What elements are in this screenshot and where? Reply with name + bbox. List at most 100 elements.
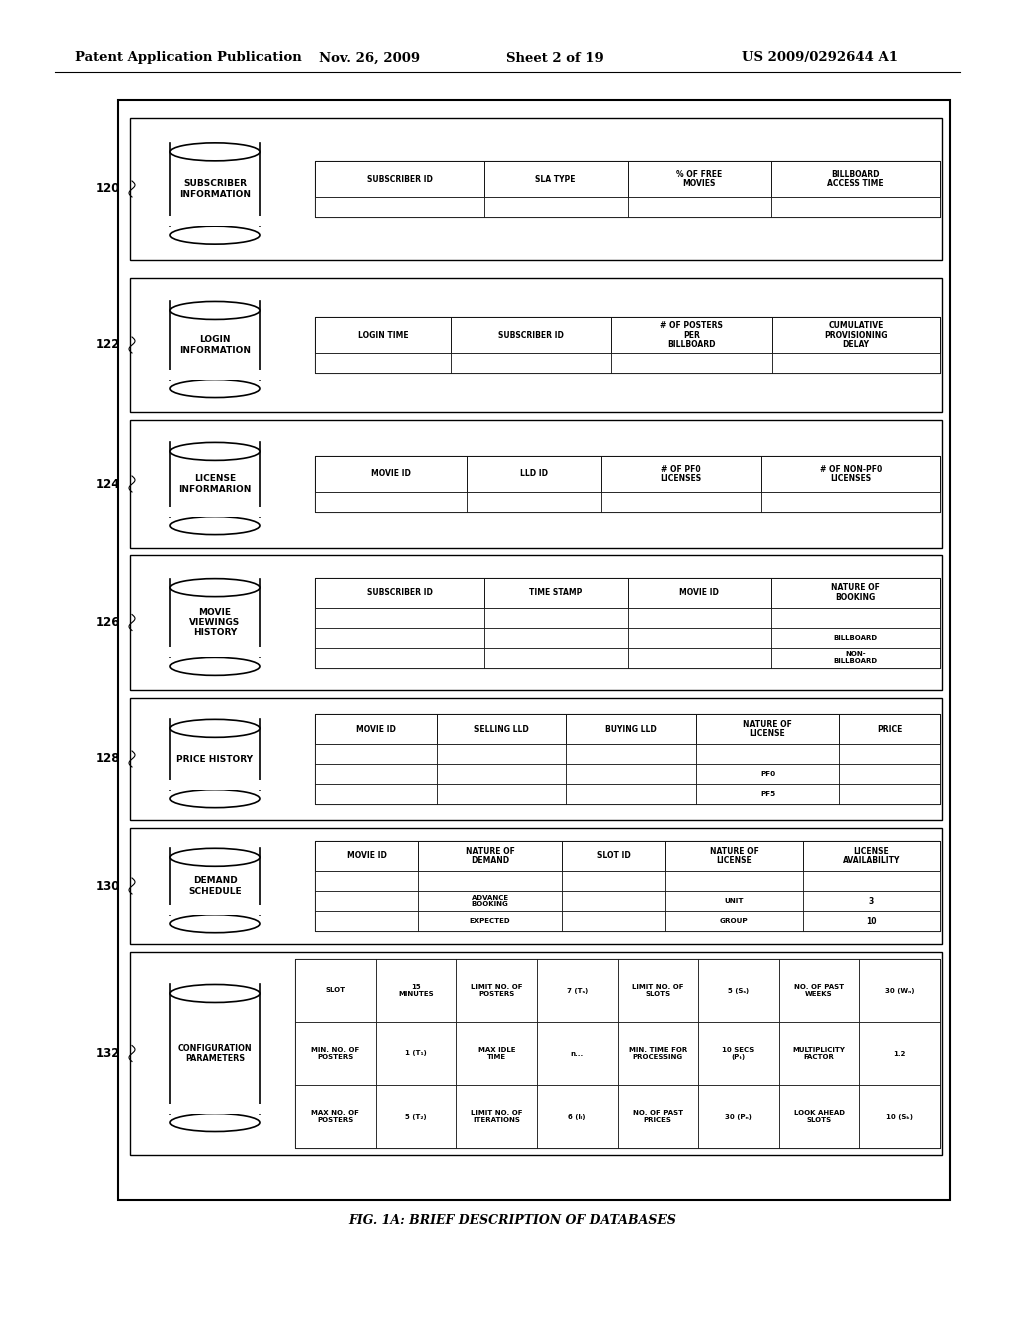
Bar [452, 352, 611, 374]
Ellipse shape [170, 849, 260, 866]
Bar [537, 960, 617, 1022]
Text: LLD ID: LLD ID [520, 470, 548, 479]
Bar [315, 578, 940, 668]
Bar [778, 960, 859, 1022]
Bar [315, 317, 940, 374]
Bar [376, 1022, 457, 1085]
Text: # OF PF0
LICENSES: # OF PF0 LICENSES [660, 465, 701, 483]
Text: 124: 124 [95, 478, 120, 491]
Bar [467, 455, 601, 492]
Bar [315, 648, 484, 668]
Text: 15
MINUTES: 15 MINUTES [398, 985, 434, 997]
Bar [771, 607, 940, 627]
Text: NATURE OF
LICENSE: NATURE OF LICENSE [743, 719, 792, 738]
Bar [484, 627, 628, 648]
Text: LIMIT NO. OF
POSTERS: LIMIT NO. OF POSTERS [471, 985, 522, 997]
Bar [698, 1085, 778, 1148]
Bar [376, 1085, 457, 1148]
Text: NO. OF PAST
WEEKS: NO. OF PAST WEEKS [794, 985, 844, 997]
Bar [418, 871, 562, 891]
Bar [484, 161, 628, 197]
Bar [315, 352, 452, 374]
Text: SUBSCRIBER ID: SUBSCRIBER ID [367, 174, 432, 183]
Bar [315, 317, 452, 352]
Text: Sheet 2 of 19: Sheet 2 of 19 [506, 51, 604, 65]
Ellipse shape [170, 516, 260, 535]
Text: 130: 130 [95, 879, 120, 892]
Text: LOOK AHEAD
SLOTS: LOOK AHEAD SLOTS [794, 1110, 845, 1123]
Bar [315, 161, 484, 197]
Text: NO. OF PAST
PRICES: NO. OF PAST PRICES [633, 1110, 683, 1123]
Bar [771, 161, 940, 197]
Text: SLOT ID: SLOT ID [597, 851, 631, 861]
Text: NON-
BILLBOARD: NON- BILLBOARD [834, 651, 878, 664]
Bar [537, 1085, 617, 1148]
Bar [130, 952, 942, 1155]
Bar [762, 492, 940, 512]
Bar [771, 648, 940, 668]
Text: MAX NO. OF
POSTERS: MAX NO. OF POSTERS [311, 1110, 359, 1123]
Bar [169, 507, 261, 516]
Text: 3: 3 [868, 896, 873, 906]
Bar [315, 607, 484, 627]
Bar [418, 911, 562, 931]
Text: TIME STAMP: TIME STAMP [529, 587, 583, 597]
Text: 30 (Pₙ): 30 (Pₙ) [725, 1114, 752, 1119]
Bar [484, 578, 628, 607]
Text: PRICE: PRICE [877, 725, 902, 734]
Bar [666, 871, 803, 891]
Bar [617, 960, 698, 1022]
Text: NATURE OF
LICENSE: NATURE OF LICENSE [710, 846, 759, 866]
Bar [628, 578, 771, 607]
Bar [771, 627, 940, 648]
Bar [698, 960, 778, 1022]
Bar [772, 352, 940, 374]
Bar [315, 891, 418, 911]
Bar [859, 960, 940, 1022]
Bar [169, 370, 261, 380]
Bar [130, 420, 942, 548]
Bar [762, 455, 940, 492]
Bar [628, 627, 771, 648]
Bar [611, 352, 772, 374]
Bar [118, 100, 950, 1200]
Text: BILLBOARD: BILLBOARD [834, 635, 878, 640]
Bar [628, 161, 771, 197]
Bar [315, 455, 940, 512]
Bar [315, 455, 467, 492]
Bar [859, 1085, 940, 1148]
Bar [130, 554, 942, 690]
Bar [628, 197, 771, 216]
Bar [601, 455, 762, 492]
Text: SUBSCRIBER
INFORMATION: SUBSCRIBER INFORMATION [179, 180, 251, 199]
Bar [315, 161, 940, 216]
Bar [566, 714, 695, 744]
Bar [315, 627, 484, 648]
Bar [771, 197, 940, 216]
Text: 5 (Sₛ): 5 (Sₛ) [728, 987, 749, 994]
Bar [315, 841, 418, 871]
Bar [771, 578, 940, 607]
Ellipse shape [170, 719, 260, 738]
Text: MOVIE ID: MOVIE ID [346, 851, 386, 861]
Text: PF0: PF0 [760, 771, 775, 777]
Bar [484, 648, 628, 668]
Text: CUMULATIVE
PROVISIONING
DELAY: CUMULATIVE PROVISIONING DELAY [824, 321, 888, 350]
Bar [315, 784, 437, 804]
Bar [666, 891, 803, 911]
Bar [566, 744, 695, 764]
Bar [778, 1022, 859, 1085]
Bar [169, 780, 261, 789]
Bar [840, 764, 940, 784]
Bar [840, 744, 940, 764]
Text: Patent Application Publication: Patent Application Publication [75, 51, 302, 65]
Text: UNIT: UNIT [724, 898, 743, 904]
Text: MOVIE ID: MOVIE ID [371, 470, 411, 479]
Text: SUBSCRIBER ID: SUBSCRIBER ID [367, 587, 432, 597]
Text: SELLING LLD: SELLING LLD [474, 725, 529, 734]
Bar [315, 744, 437, 764]
Text: Nov. 26, 2009: Nov. 26, 2009 [319, 51, 421, 65]
Bar [457, 1022, 537, 1085]
Text: 1.2: 1.2 [894, 1051, 906, 1056]
Bar [315, 714, 437, 744]
